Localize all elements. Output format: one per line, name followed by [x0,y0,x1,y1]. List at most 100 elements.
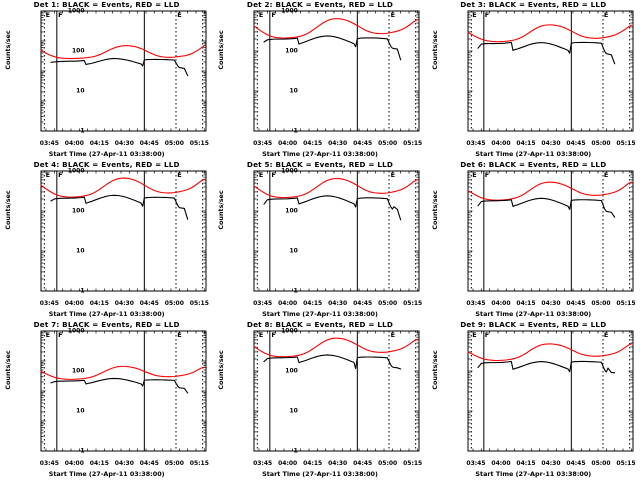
plot-panel-det-6: Det 6: BLACK = Events, RED = LLD 1 10 100 10… [281,160,640,320]
y-tick-label: 10 [289,407,298,415]
series-line-events [50,194,189,220]
plot-canvas [253,10,420,132]
y-axis-title: Counts/sec [430,190,439,230]
y-tick-label: 100 [71,367,85,375]
plot-canvas [467,170,634,292]
x-tick-label: 04:30 [541,300,561,307]
series-line-events [477,41,615,65]
x-tick-label: 05:00 [378,140,398,147]
panel-title: Det 2: BLACK = Events, RED = LLD [246,0,394,9]
plot-panel-det-5: Det 5: BLACK = Events, RED = LLD 1 10 100 10… [68,160,426,320]
y-axis-title: Counts/sec [4,190,12,230]
x-tick-label: 05:15 [189,460,209,467]
y-tick-label: 1000 [281,327,298,335]
x-tick-labels: 03:45 04:00 04:15 04:30 04:45 05:00 05:15 [427,300,640,309]
x-tick-labels: 03:45 04:00 04:15 04:30 04:45 05:00 05:15 [427,460,640,469]
y-tick-label: 1 [293,127,298,135]
y-axis-title: Counts/sec [217,350,226,390]
y-tick-labels: 1 10 100 1000 [68,0,259,160]
series-line-events [50,57,189,77]
event-marker-lines [257,11,417,131]
series-line-events [263,35,402,61]
y-tick-label: 1000 [281,7,298,15]
plot-canvas [467,330,634,452]
x-tick-label: 04:30 [328,300,348,307]
x-tick-labels: 03:45 04:00 04:15 04:30 04:45 05:00 05:15 [213,460,426,469]
y-tick-label: 1 [80,287,85,295]
x-tick-label: 04:45 [353,460,373,467]
x-axis-title: Start Time (27-Apr-11 03:38:00) [262,470,378,478]
y-tick-label: 100 [71,47,85,55]
event-marker-lines [257,331,417,451]
axis-frame [40,330,207,452]
y-tick-label: 100 [71,207,85,215]
series-line-lld [467,24,632,43]
event-marker-lines [43,171,204,291]
plot-panel-det-9: Det 9: BLACK = Events, RED = LLD 1 10 100 10… [281,320,640,480]
plot-panel-det-7: Det 7: BLACK = Events, RED = LLD 1 10 100 10… [0,320,213,480]
x-tick-label: 04:45 [353,140,373,147]
x-tick-label: 04:15 [303,460,323,467]
y-tick-label: 10 [76,407,85,415]
panel-title: Det 4: BLACK = Events, RED = LLD [33,160,180,169]
series-line-events [50,377,189,394]
x-axis-title: Start Time (27-Apr-11 03:38:00) [475,470,592,478]
x-axis-title: Start Time (27-Apr-11 03:38:00) [48,470,165,478]
x-tick-label: 04:45 [566,140,586,147]
x-tick-labels: 03:45 04:00 04:15 04:30 04:45 05:00 05:15 [213,140,426,149]
x-tick-label: 04:00 [278,140,298,147]
y-axis-title: Counts/sec [4,350,12,390]
panel-title: Det 8: BLACK = Events, RED = LLD [246,320,394,329]
x-tick-label: 04:15 [516,460,536,467]
x-tick-label: 04:15 [516,300,536,307]
plot-canvas [40,330,207,452]
x-tick-label: 03:45 [39,140,59,147]
y-tick-label: 1000 [67,327,85,335]
y-tick-labels: 1 10 100 1000 [68,320,259,480]
axis-ticks [467,330,633,452]
plot-canvas [40,10,207,132]
y-tick-label: 1 [80,127,85,135]
x-tick-labels: 03:45 04:00 04:15 04:30 04:45 05:00 05:15 [0,300,213,309]
y-tick-labels: 1 10 100 1000 [68,160,259,320]
y-axis-title: Counts/sec [4,30,12,70]
series-line-events [477,360,615,374]
x-axis-title: Start Time (27-Apr-11 03:38:00) [48,150,165,158]
x-tick-labels: 03:45 04:00 04:15 04:30 04:45 05:00 05:15 [213,300,426,309]
x-tick-label: 05:00 [378,460,398,467]
series-line-lld [40,177,205,198]
panel-title: Det 9: BLACK = Events, RED = LLD [460,320,607,329]
y-tick-label: 1 [293,287,298,295]
series-line-lld [253,177,419,199]
y-tick-labels: 1 10 100 1000 [281,160,473,320]
plot-panel-det-3: Det 3: BLACK = Events, RED = LLD 1 10 100 10… [281,0,640,160]
axis-ticks [254,170,420,292]
x-tick-label: 03:45 [466,460,486,467]
x-tick-label: 04:00 [64,300,84,307]
axis-ticks [467,170,633,292]
y-tick-label: 100 [285,367,298,375]
x-axis-title: Start Time (27-Apr-11 03:38:00) [475,150,592,158]
x-tick-label: 04:45 [139,460,159,467]
x-axis-title: Start Time (27-Apr-11 03:38:00) [48,310,165,318]
axis-frame [40,10,207,132]
x-tick-label: 05:00 [378,300,398,307]
panel-title: Det 1: BLACK = Events, RED = LLD [33,0,180,9]
series-line-lld [467,343,632,362]
x-tick-label: 05:00 [591,140,611,147]
y-tick-label: 10 [76,87,85,95]
axis-frame [253,170,420,292]
x-tick-label: 04:00 [491,300,511,307]
panel-title: Det 6: BLACK = Events, RED = LLD [460,160,607,169]
x-tick-label: 04:45 [566,300,586,307]
x-tick-label: 05:00 [591,300,611,307]
plot-canvas [467,10,634,132]
x-tick-label: 04:45 [566,460,586,467]
series-line-events [263,195,402,221]
x-tick-label: 04:30 [114,140,134,147]
y-tick-label: 100 [285,207,298,215]
x-tick-label: 05:00 [164,140,184,147]
series-line-events [263,354,402,370]
plot-canvas [40,170,207,292]
x-tick-label: 04:00 [64,140,84,147]
